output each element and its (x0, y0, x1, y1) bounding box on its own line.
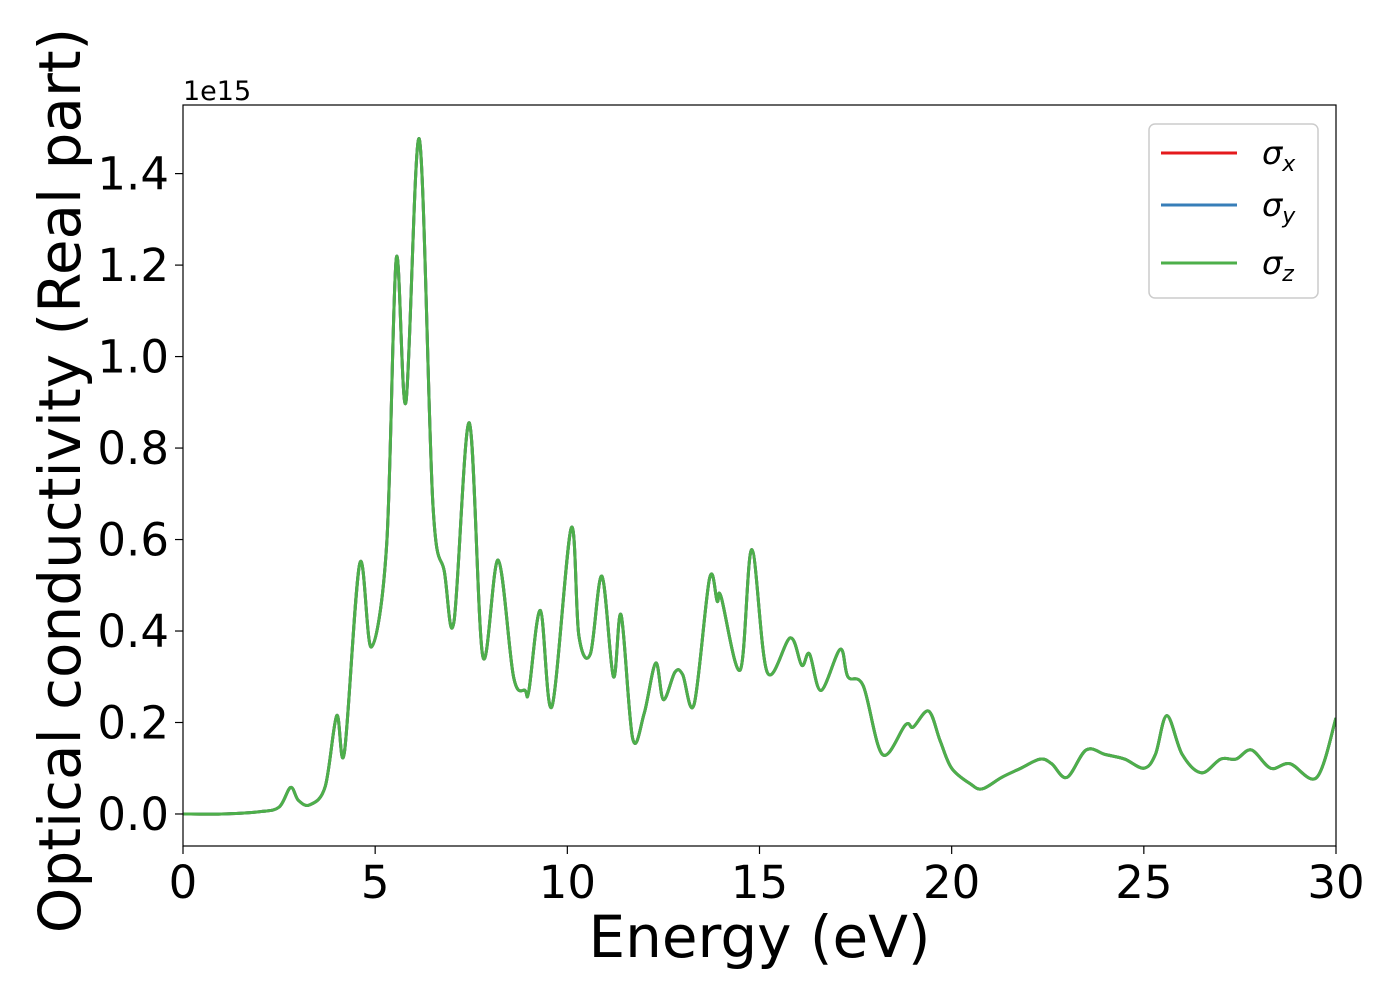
y-tick-label: 0.6 (97, 514, 169, 567)
x-tick-label: 20 (923, 856, 980, 909)
legend-label: σy (1262, 186, 1296, 229)
y-tick-label: 1.0 (97, 331, 169, 384)
x-tick-label: 5 (361, 856, 390, 909)
legend: σx σy σz (1148, 123, 1319, 299)
legend-label: σx (1262, 134, 1296, 177)
x-tick-label: 0 (169, 856, 198, 909)
x-axis-ticks: 0 5 10 15 20 25 30 (169, 846, 1365, 909)
x-tick-label: 10 (539, 856, 596, 909)
y-tick-label: 1.2 (97, 239, 169, 292)
x-tick-label: 15 (731, 856, 788, 909)
y-tick-label: 0.0 (97, 788, 169, 841)
y-tick-label: 1.4 (97, 148, 169, 201)
x-tick-label: 30 (1307, 856, 1364, 909)
legend-label: σz (1262, 244, 1294, 287)
y-axis-ticks: 0.0 0.2 0.4 0.6 0.8 1.0 1.2 1.4 (97, 148, 183, 841)
y-axis-title: Optical conductivity (Real part) (26, 28, 94, 933)
y-tick-label: 0.2 (97, 697, 169, 750)
series-line-sigma-z (183, 137, 1336, 816)
x-tick-label: 25 (1115, 856, 1172, 909)
y-tick-label: 0.4 (97, 605, 169, 658)
x-axis-title: Energy (eV) (588, 903, 930, 971)
y-tick-label: 0.8 (97, 422, 169, 475)
series-layer (183, 137, 1336, 816)
legend-box (1148, 123, 1319, 299)
y-offset-label: 1e15 (183, 76, 251, 107)
